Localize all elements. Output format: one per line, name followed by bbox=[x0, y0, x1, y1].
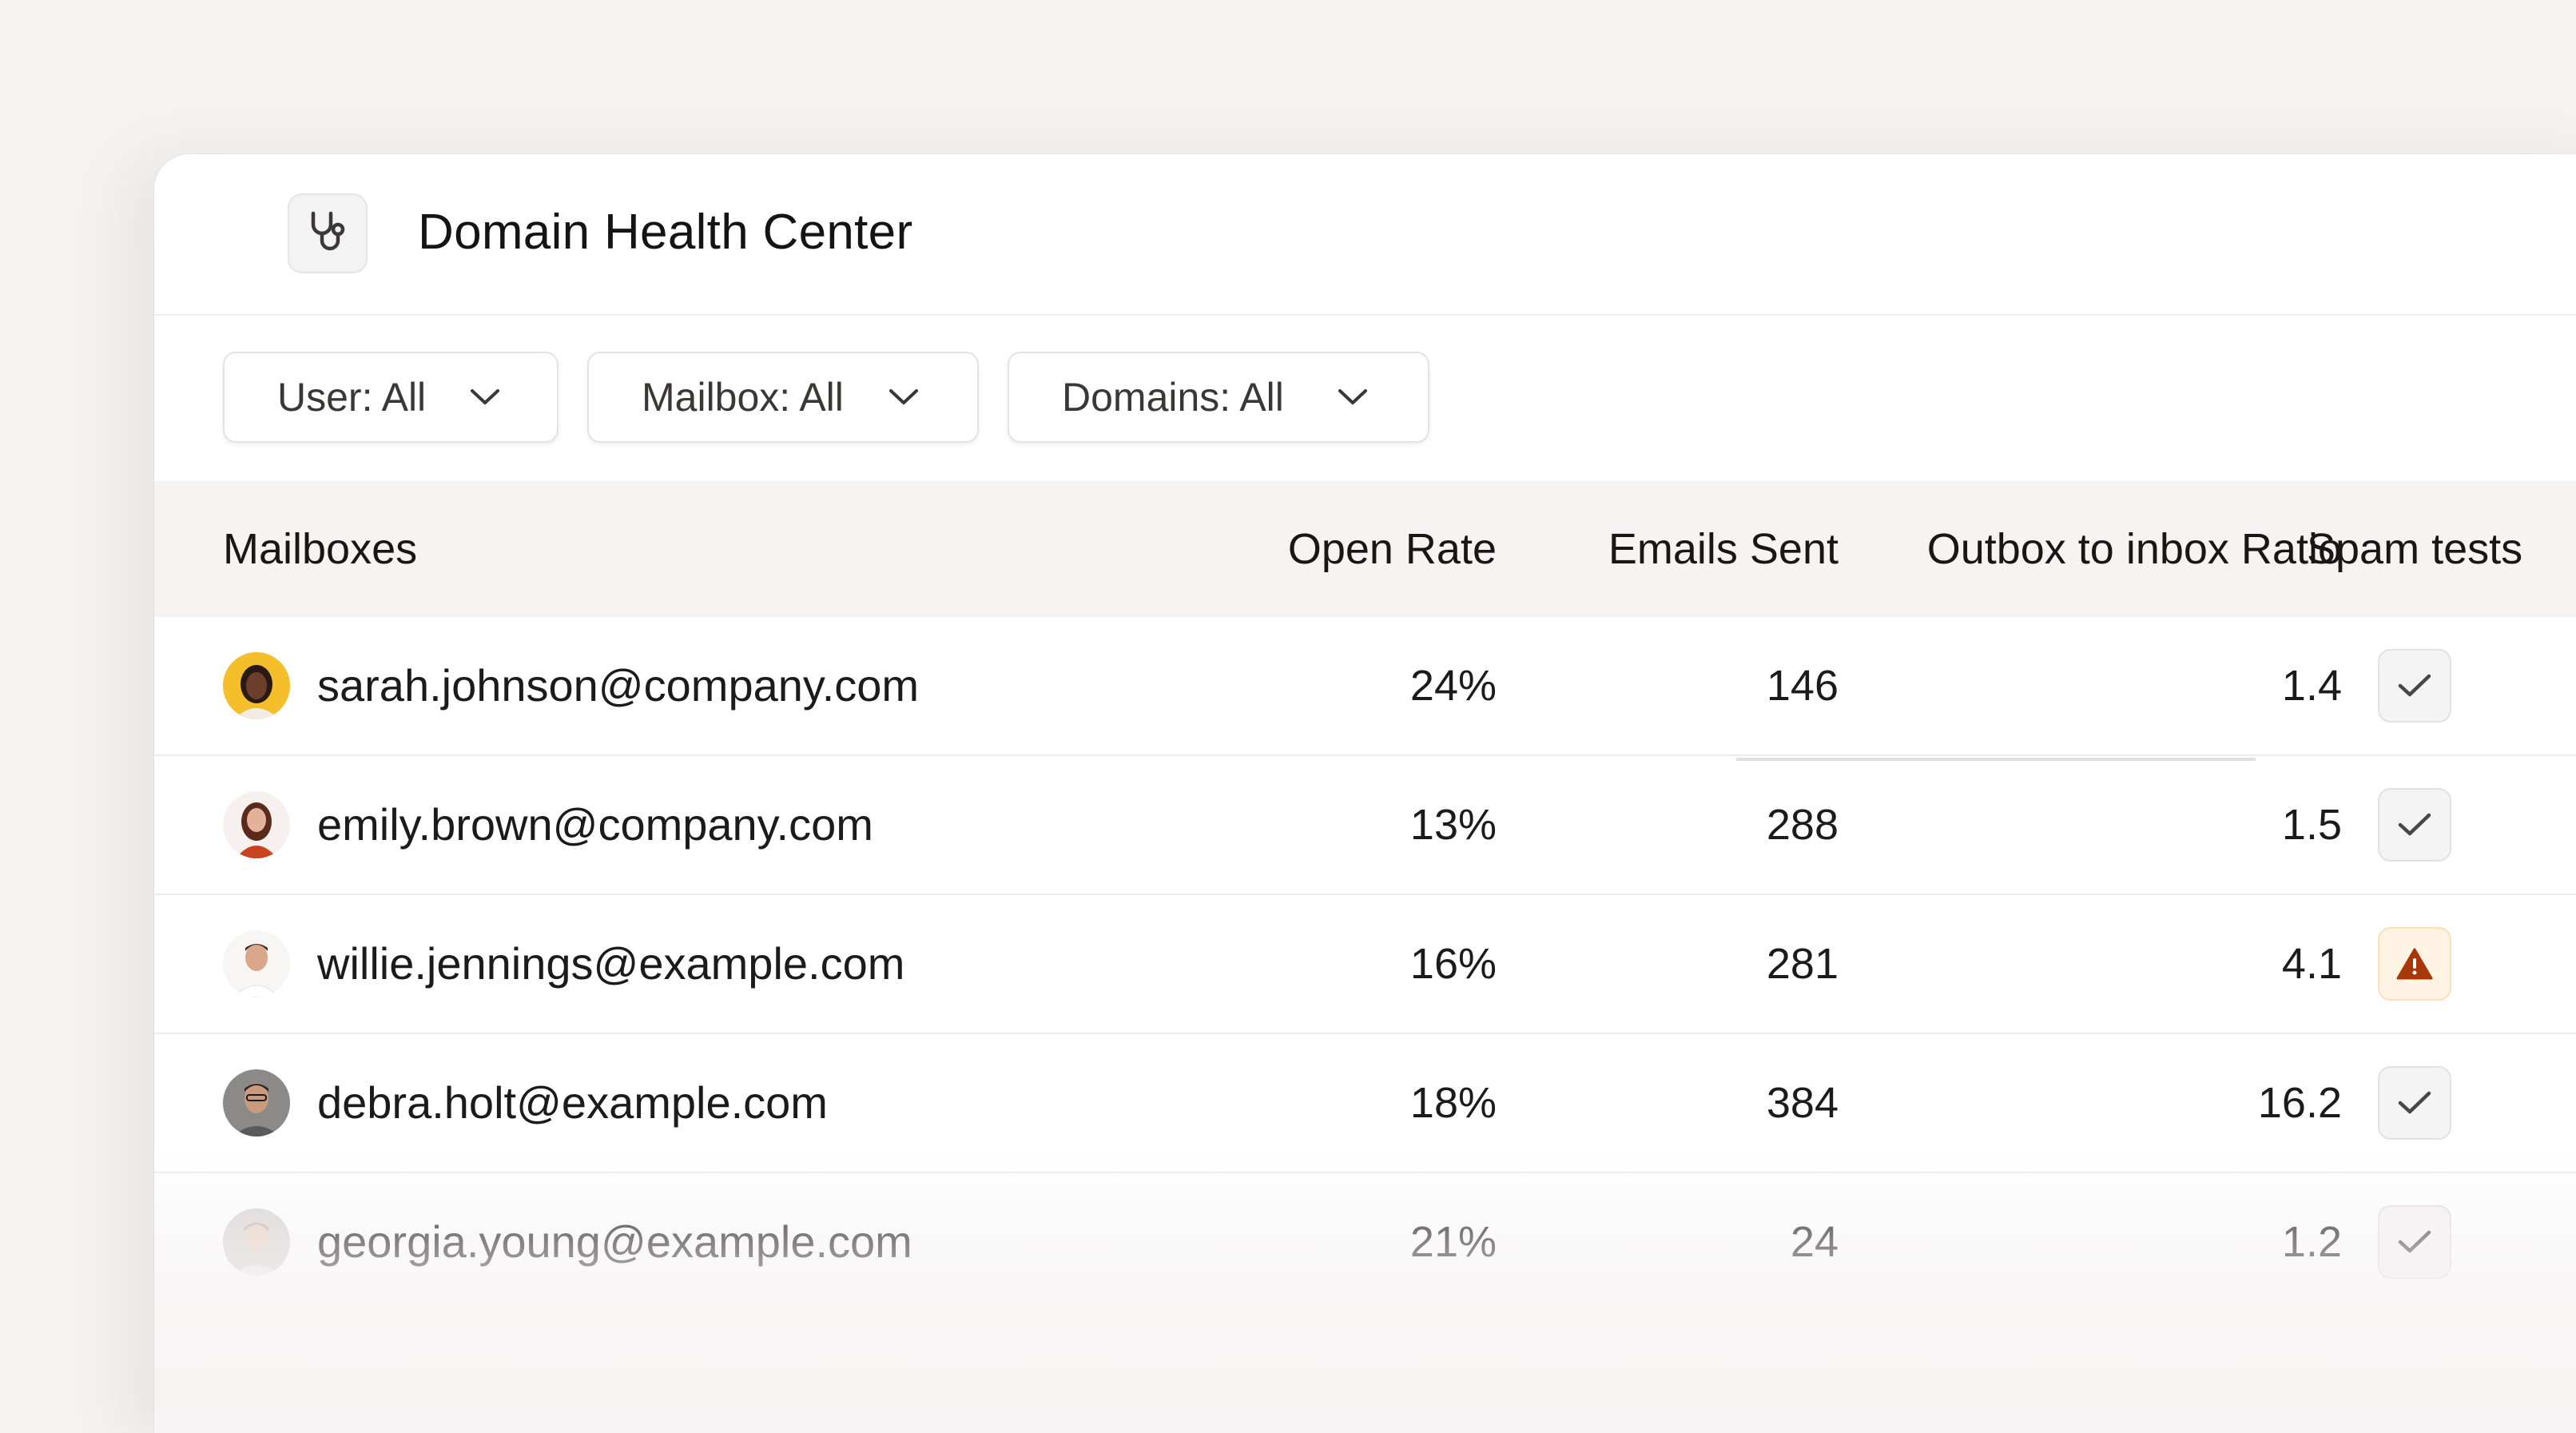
ratio-value: 1.2 bbox=[2281, 1218, 2342, 1266]
table-row[interactable]: debra.holt@example.com 18% 384 16.2 bbox=[154, 1034, 2576, 1173]
column-header-spam-tests[interactable]: Spam tests bbox=[2307, 525, 2523, 573]
column-header-mailboxes[interactable]: Mailboxes bbox=[223, 525, 418, 573]
spam-test-status[interactable] bbox=[2378, 649, 2451, 722]
mailbox-filter-label: Mailbox: All bbox=[642, 375, 844, 420]
check-icon bbox=[2398, 674, 2431, 697]
cell-underline bbox=[1736, 758, 2256, 761]
user-filter-dropdown[interactable]: User: All bbox=[223, 352, 559, 443]
warning-icon bbox=[2396, 948, 2433, 980]
mailbox-email[interactable]: sarah.johnson@company.com bbox=[317, 660, 920, 711]
panel-header: Domain Health Center bbox=[154, 154, 2576, 316]
avatar bbox=[223, 652, 290, 719]
ratio-value: 4.1 bbox=[2281, 940, 2342, 988]
domains-filter-dropdown[interactable]: Domains: All bbox=[1008, 352, 1429, 443]
mailbox-email[interactable]: willie.jennings@example.com bbox=[317, 938, 905, 989]
avatar bbox=[223, 791, 290, 858]
table-header: Mailboxes Open Rate Emails Sent Outbox t… bbox=[154, 481, 2576, 617]
domains-filter-label: Domains: All bbox=[1062, 375, 1284, 420]
open-rate-value: 16% bbox=[1409, 940, 1497, 988]
user-filter-label: User: All bbox=[277, 375, 427, 420]
column-header-open-rate[interactable]: Open Rate bbox=[1287, 525, 1497, 573]
open-rate-value: 24% bbox=[1409, 662, 1497, 710]
emails-sent-value: 288 bbox=[1766, 801, 1839, 849]
table-row[interactable]: willie.jennings@example.com 16% 281 4.1 bbox=[154, 895, 2576, 1034]
ratio-value: 1.5 bbox=[2281, 801, 2342, 849]
emails-sent-value: 24 bbox=[1790, 1218, 1839, 1266]
spam-test-status[interactable] bbox=[2378, 927, 2451, 1001]
mailbox-filter-dropdown[interactable]: Mailbox: All bbox=[587, 352, 979, 443]
avatar bbox=[223, 1069, 290, 1136]
open-rate-value: 13% bbox=[1409, 801, 1497, 849]
chevron-down-icon bbox=[889, 389, 918, 404]
chevron-down-icon bbox=[471, 389, 499, 404]
open-rate-value: 18% bbox=[1409, 1079, 1497, 1127]
mailbox-email[interactable]: debra.holt@example.com bbox=[317, 1077, 828, 1128]
ratio-value: 16.2 bbox=[2257, 1079, 2342, 1127]
mailbox-email[interactable]: georgia.young@example.com bbox=[317, 1216, 912, 1267]
spam-test-status[interactable] bbox=[2378, 1066, 2451, 1140]
spam-test-status[interactable] bbox=[2378, 788, 2451, 862]
spam-test-status[interactable] bbox=[2378, 1205, 2451, 1279]
page-title: Domain Health Center bbox=[418, 205, 913, 260]
table-row[interactable]: georgia.young@example.com 21% 24 1.2 bbox=[154, 1173, 2576, 1311]
stethoscope-icon bbox=[288, 193, 368, 273]
table-row[interactable]: sarah.johnson@company.com 24% 146 1.4 bbox=[154, 617, 2576, 756]
chevron-down-icon bbox=[1338, 389, 1367, 404]
check-icon bbox=[2398, 813, 2431, 836]
avatar bbox=[223, 1208, 290, 1276]
avatar bbox=[223, 930, 290, 997]
column-header-outbox-ratio[interactable]: Outbox to inbox Ratio bbox=[1926, 525, 2342, 573]
emails-sent-value: 146 bbox=[1766, 662, 1839, 710]
emails-sent-value: 384 bbox=[1766, 1079, 1839, 1127]
check-icon bbox=[2398, 1230, 2431, 1253]
check-icon bbox=[2398, 1091, 2431, 1114]
ratio-value: 1.4 bbox=[2281, 662, 2342, 710]
table-row[interactable]: emily.brown@company.com 13% 288 1.5 bbox=[154, 756, 2576, 895]
emails-sent-value: 281 bbox=[1766, 940, 1839, 988]
mailbox-email[interactable]: emily.brown@company.com bbox=[317, 799, 873, 850]
column-header-emails-sent[interactable]: Emails Sent bbox=[1608, 525, 1839, 573]
open-rate-value: 21% bbox=[1409, 1218, 1497, 1266]
domain-health-panel: Domain Health Center User: All Mailbox: … bbox=[154, 154, 2576, 1433]
